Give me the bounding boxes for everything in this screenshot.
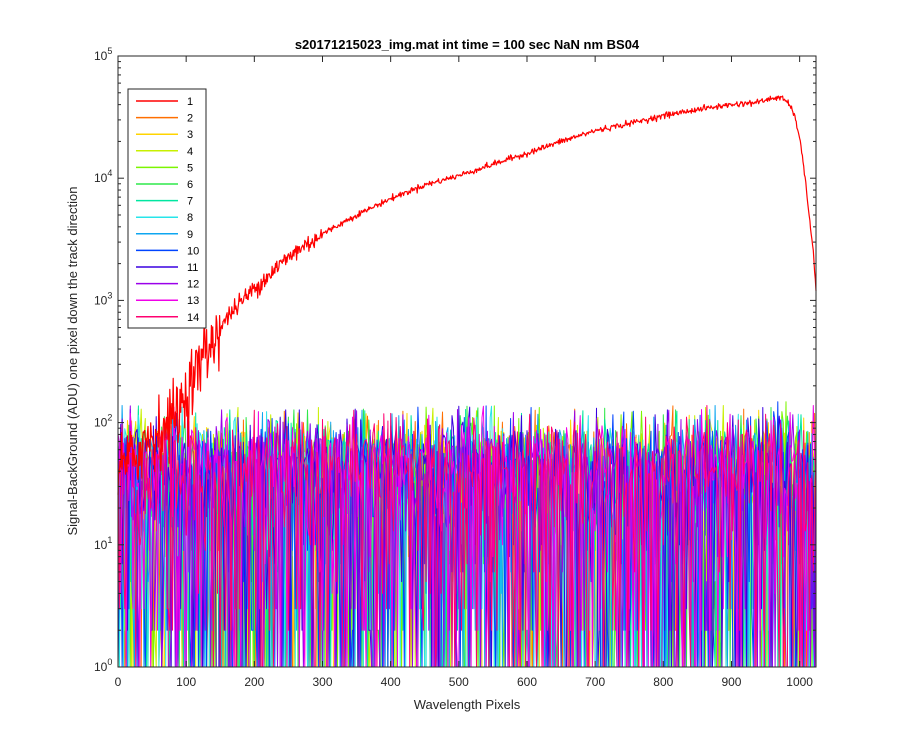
legend-label: 6 — [187, 179, 193, 191]
x-tick-label: 500 — [449, 675, 469, 689]
x-tick-label: 700 — [585, 675, 605, 689]
x-tick-label: 200 — [244, 675, 264, 689]
series-line-14 — [117, 405, 817, 668]
legend-label: 4 — [187, 146, 193, 158]
legend-label: 13 — [187, 295, 199, 307]
x-tick-label: 900 — [721, 675, 741, 689]
y-tick-label: 102 — [94, 413, 112, 430]
legend-item: 6 — [136, 179, 193, 191]
legend-item: 13 — [136, 295, 199, 307]
legend-item: 9 — [136, 229, 193, 241]
legend-label: 5 — [187, 162, 193, 174]
x-tick-label: 1000 — [786, 675, 813, 689]
legend-label: 8 — [187, 212, 193, 224]
x-tick-label: 400 — [381, 675, 401, 689]
legend-item: 4 — [136, 146, 193, 158]
legend-item: 2 — [136, 113, 193, 125]
y-tick-label: 105 — [94, 46, 112, 63]
y-axis-label: Signal-BackGround (ADU) one pixel down t… — [65, 186, 80, 535]
x-tick-label: 0 — [115, 675, 122, 689]
plot-frame — [117, 55, 817, 668]
legend-item: 8 — [136, 212, 193, 224]
y-tick-label: 101 — [94, 535, 112, 552]
legend-label: 14 — [187, 312, 199, 324]
legend-box — [127, 88, 207, 329]
legend-item: 1 — [136, 96, 193, 108]
legend-item: 5 — [136, 162, 193, 174]
legend-item: 3 — [136, 129, 193, 141]
legend-item: 7 — [136, 196, 193, 208]
legend-label: 7 — [187, 196, 193, 208]
x-tick-label: 100 — [176, 675, 196, 689]
y-tick-label: 103 — [94, 290, 112, 307]
legend-label: 10 — [187, 245, 199, 257]
legend-item: 10 — [136, 245, 199, 257]
legend-label: 11 — [187, 262, 198, 274]
x-tick-label: 600 — [517, 675, 537, 689]
y-tick-label: 100 — [94, 657, 112, 674]
chart-title: s20171215023_img.mat int time = 100 sec … — [295, 37, 640, 52]
legend-label: 2 — [187, 113, 193, 125]
series-line-1 — [117, 95, 817, 495]
x-axis-label: Wavelength Pixels — [414, 697, 521, 712]
legend-label: 1 — [187, 96, 193, 108]
legend-item: 11 — [136, 262, 198, 274]
y-tick-label: 104 — [94, 168, 112, 185]
legend-label: 12 — [187, 279, 199, 291]
ticks-layer: 0 100 200 300 400 500 600 700 800 900 100010010110… — [94, 46, 816, 689]
legend-label: 3 — [187, 129, 193, 141]
legend-item: 12 — [136, 279, 199, 291]
legend-item: 14 — [136, 312, 199, 324]
x-tick-label: 800 — [653, 675, 673, 689]
x-tick-label: 300 — [312, 675, 332, 689]
legend-label: 9 — [187, 229, 193, 241]
